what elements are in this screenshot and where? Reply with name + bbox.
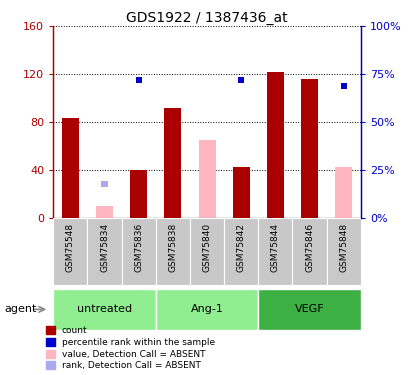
Text: GSM75836: GSM75836: [134, 223, 143, 272]
Bar: [258, 289, 360, 330]
Bar: [53, 289, 155, 330]
Text: agent: agent: [4, 304, 36, 314]
Bar: [164, 108, 181, 218]
Bar: [101, 181, 107, 187]
Bar: [266, 72, 283, 217]
Bar: [130, 170, 147, 217]
Text: GSM75846: GSM75846: [304, 223, 313, 272]
Bar: [189, 217, 224, 285]
Bar: [62, 118, 79, 218]
Text: GSM75844: GSM75844: [270, 223, 279, 272]
Bar: [340, 83, 346, 89]
Bar: [155, 289, 258, 330]
Text: Ang-1: Ang-1: [190, 304, 223, 314]
Bar: [232, 167, 249, 217]
Bar: [292, 217, 326, 285]
Bar: [53, 217, 87, 285]
Bar: [300, 79, 317, 218]
Text: GSM75840: GSM75840: [202, 223, 211, 272]
Bar: [224, 217, 258, 285]
Text: GSM75842: GSM75842: [236, 223, 245, 272]
Text: GSM75834: GSM75834: [100, 223, 109, 272]
Text: GSM75848: GSM75848: [338, 223, 347, 272]
Text: untreated: untreated: [77, 304, 132, 314]
Text: VEGF: VEGF: [294, 304, 324, 314]
Bar: [87, 217, 121, 285]
Bar: [334, 167, 351, 217]
Title: GDS1922 / 1387436_at: GDS1922 / 1387436_at: [126, 11, 287, 25]
Bar: [198, 140, 215, 218]
Bar: [238, 77, 244, 83]
Text: GSM75548: GSM75548: [66, 223, 75, 272]
Bar: [96, 206, 113, 218]
Bar: [258, 217, 292, 285]
Bar: [326, 217, 360, 285]
Legend: count, percentile rank within the sample, value, Detection Call = ABSENT, rank, : count, percentile rank within the sample…: [45, 326, 214, 370]
Bar: [135, 77, 142, 83]
Text: GSM75838: GSM75838: [168, 223, 177, 272]
Bar: [155, 217, 189, 285]
Bar: [121, 217, 155, 285]
